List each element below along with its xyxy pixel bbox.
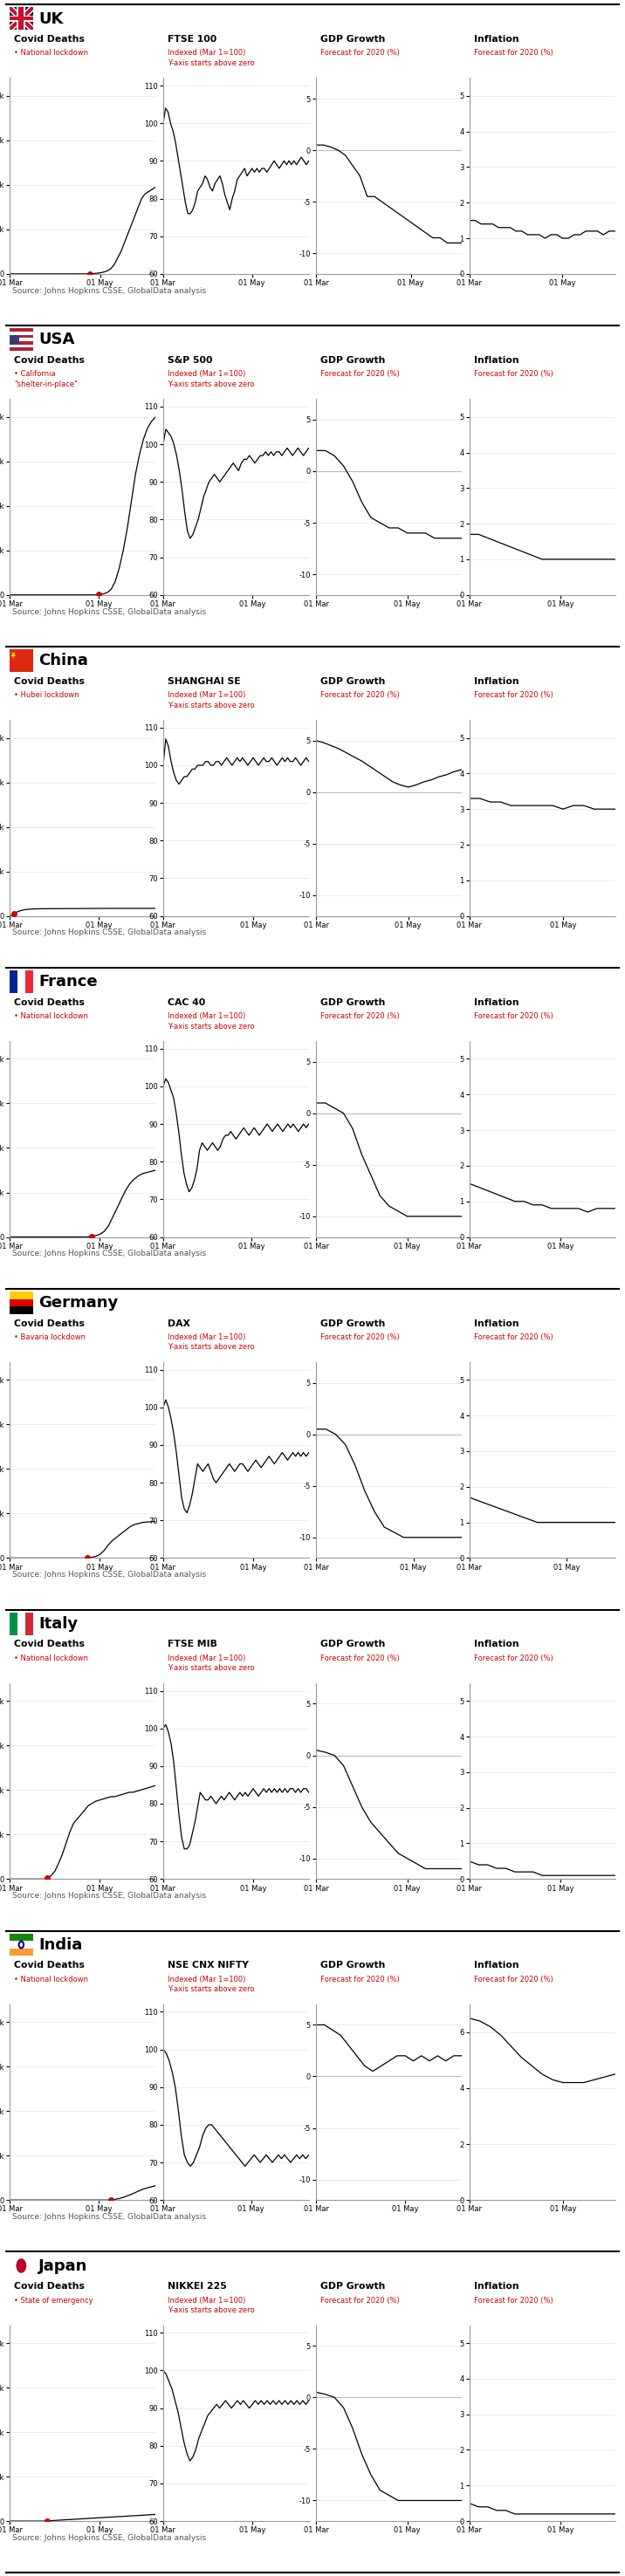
- Text: • National lockdown: • National lockdown: [14, 1654, 89, 1662]
- Bar: [9, 345, 33, 348]
- Bar: [9, 337, 33, 340]
- Text: Forecast for 2020 (%): Forecast for 2020 (%): [474, 1012, 553, 1020]
- Text: Indexed (Mar 1=100)
Y-axis starts above zero: Indexed (Mar 1=100) Y-axis starts above …: [168, 1976, 254, 1994]
- Text: NIKKEI 225: NIKKEI 225: [168, 2282, 227, 2290]
- Bar: [9, 1935, 33, 1940]
- Polygon shape: [11, 652, 16, 659]
- Text: USA: USA: [39, 332, 75, 348]
- Text: France: France: [39, 974, 98, 989]
- Text: GDP Growth: GDP Growth: [321, 997, 386, 1007]
- Bar: [9, 1947, 33, 1955]
- Text: CAC 40: CAC 40: [168, 997, 205, 1007]
- Text: FTSE 100: FTSE 100: [168, 36, 217, 44]
- Text: India: India: [39, 1937, 82, 1953]
- Text: Forecast for 2020 (%): Forecast for 2020 (%): [321, 2295, 400, 2306]
- Text: Source: Johns Hopkins CSSE, GlobalData analysis: Source: Johns Hopkins CSSE, GlobalData a…: [12, 930, 206, 938]
- Text: China: China: [39, 652, 88, 670]
- Text: Source: Johns Hopkins CSSE, GlobalData analysis: Source: Johns Hopkins CSSE, GlobalData a…: [12, 1891, 206, 1901]
- Text: • Hubei lockdown: • Hubei lockdown: [14, 690, 79, 698]
- Text: Source: Johns Hopkins CSSE, GlobalData analysis: Source: Johns Hopkins CSSE, GlobalData a…: [12, 286, 206, 294]
- Bar: [9, 1306, 33, 1314]
- Text: Forecast for 2020 (%): Forecast for 2020 (%): [321, 1654, 400, 1662]
- Text: Forecast for 2020 (%): Forecast for 2020 (%): [321, 371, 400, 379]
- Text: Covid Deaths: Covid Deaths: [14, 2282, 85, 2290]
- Text: Forecast for 2020 (%): Forecast for 2020 (%): [474, 2295, 553, 2306]
- Text: Forecast for 2020 (%): Forecast for 2020 (%): [474, 690, 553, 698]
- Text: Covid Deaths: Covid Deaths: [14, 1641, 85, 1649]
- Text: • National lockdown: • National lockdown: [14, 1976, 89, 1984]
- Text: S&P 500: S&P 500: [168, 355, 212, 366]
- Bar: [9, 1298, 33, 1306]
- Text: Forecast for 2020 (%): Forecast for 2020 (%): [474, 1976, 553, 1984]
- Text: • National lockdown: • National lockdown: [14, 49, 89, 57]
- Bar: [9, 1291, 33, 1298]
- Text: Indexed (Mar 1=100)
Y-axis starts above zero: Indexed (Mar 1=100) Y-axis starts above …: [168, 371, 254, 389]
- Text: GDP Growth: GDP Growth: [321, 1641, 386, 1649]
- Text: Inflation: Inflation: [474, 677, 519, 685]
- Bar: [9, 348, 33, 350]
- Bar: [18, 971, 25, 992]
- Bar: [9, 327, 33, 332]
- Text: Source: Johns Hopkins CSSE, GlobalData analysis: Source: Johns Hopkins CSSE, GlobalData a…: [12, 1571, 206, 1579]
- Text: DAX: DAX: [168, 1319, 190, 1327]
- Text: Covid Deaths: Covid Deaths: [14, 677, 85, 685]
- Text: Forecast for 2020 (%): Forecast for 2020 (%): [474, 371, 553, 379]
- Text: Germany: Germany: [39, 1296, 118, 1311]
- Text: Inflation: Inflation: [474, 1319, 519, 1327]
- Text: Inflation: Inflation: [474, 997, 519, 1007]
- Text: Source: Johns Hopkins CSSE, GlobalData analysis: Source: Johns Hopkins CSSE, GlobalData a…: [12, 2213, 206, 2221]
- Text: GDP Growth: GDP Growth: [321, 2282, 386, 2290]
- Text: Forecast for 2020 (%): Forecast for 2020 (%): [474, 1334, 553, 1342]
- Text: NSE CNX NIFTY: NSE CNX NIFTY: [168, 1960, 249, 1971]
- Text: GDP Growth: GDP Growth: [321, 36, 386, 44]
- Text: • National lockdown: • National lockdown: [14, 1012, 89, 1020]
- Text: • California
"shelter-in-place": • California "shelter-in-place": [14, 371, 78, 389]
- Text: GDP Growth: GDP Growth: [321, 355, 386, 366]
- Text: Japan: Japan: [39, 2259, 88, 2275]
- Text: Forecast for 2020 (%): Forecast for 2020 (%): [474, 1654, 553, 1662]
- Text: Covid Deaths: Covid Deaths: [14, 997, 85, 1007]
- Text: Inflation: Inflation: [474, 355, 519, 366]
- Text: Covid Deaths: Covid Deaths: [14, 355, 85, 366]
- Bar: [9, 1940, 33, 1947]
- Text: GDP Growth: GDP Growth: [321, 1319, 386, 1327]
- Text: Inflation: Inflation: [474, 36, 519, 44]
- Text: Indexed (Mar 1=100)
Y-axis starts above zero: Indexed (Mar 1=100) Y-axis starts above …: [168, 1654, 254, 1672]
- Text: Source: Johns Hopkins CSSE, GlobalData analysis: Source: Johns Hopkins CSSE, GlobalData a…: [12, 1249, 206, 1257]
- Text: Forecast for 2020 (%): Forecast for 2020 (%): [321, 1334, 400, 1342]
- Text: GDP Growth: GDP Growth: [321, 1960, 386, 1971]
- Text: UK: UK: [39, 10, 64, 26]
- Bar: [18, 1613, 25, 1636]
- Text: Italy: Italy: [39, 1615, 78, 1631]
- Text: FTSE MIB: FTSE MIB: [168, 1641, 217, 1649]
- Text: GDP Growth: GDP Growth: [321, 677, 386, 685]
- Text: Indexed (Mar 1=100)
Y-axis starts above zero: Indexed (Mar 1=100) Y-axis starts above …: [168, 690, 254, 708]
- Text: Forecast for 2020 (%): Forecast for 2020 (%): [321, 1012, 400, 1020]
- Text: Source: Johns Hopkins CSSE, GlobalData analysis: Source: Johns Hopkins CSSE, GlobalData a…: [12, 2535, 206, 2543]
- Text: Indexed (Mar 1=100)
Y-axis starts above zero: Indexed (Mar 1=100) Y-axis starts above …: [168, 1334, 254, 1352]
- Bar: [9, 332, 33, 335]
- Text: Forecast for 2020 (%): Forecast for 2020 (%): [321, 49, 400, 57]
- Bar: [9, 335, 19, 345]
- Bar: [9, 340, 33, 345]
- Text: Covid Deaths: Covid Deaths: [14, 1960, 85, 1971]
- Text: Inflation: Inflation: [474, 1960, 519, 1971]
- Text: • State of emergency: • State of emergency: [14, 2295, 94, 2306]
- Bar: [9, 335, 33, 337]
- Text: Forecast for 2020 (%): Forecast for 2020 (%): [321, 690, 400, 698]
- Bar: [9, 971, 18, 992]
- Text: Inflation: Inflation: [474, 2282, 519, 2290]
- Text: Indexed (Mar 1=100)
Y-axis starts above zero: Indexed (Mar 1=100) Y-axis starts above …: [168, 1012, 254, 1030]
- Text: Covid Deaths: Covid Deaths: [14, 36, 85, 44]
- Bar: [25, 1613, 33, 1636]
- Text: Indexed (Mar 1=100)
Y-axis starts above zero: Indexed (Mar 1=100) Y-axis starts above …: [168, 49, 254, 67]
- Circle shape: [16, 2259, 26, 2272]
- Text: SHANGHAI SE: SHANGHAI SE: [168, 677, 241, 685]
- Text: Source: Johns Hopkins CSSE, GlobalData analysis: Source: Johns Hopkins CSSE, GlobalData a…: [12, 608, 206, 616]
- Text: Indexed (Mar 1=100)
Y-axis starts above zero: Indexed (Mar 1=100) Y-axis starts above …: [168, 2295, 254, 2313]
- Text: Forecast for 2020 (%): Forecast for 2020 (%): [321, 1976, 400, 1984]
- Text: • Bavaria lockdown: • Bavaria lockdown: [14, 1334, 86, 1342]
- Text: Covid Deaths: Covid Deaths: [14, 1319, 85, 1327]
- Text: Forecast for 2020 (%): Forecast for 2020 (%): [474, 49, 553, 57]
- Text: Inflation: Inflation: [474, 1641, 519, 1649]
